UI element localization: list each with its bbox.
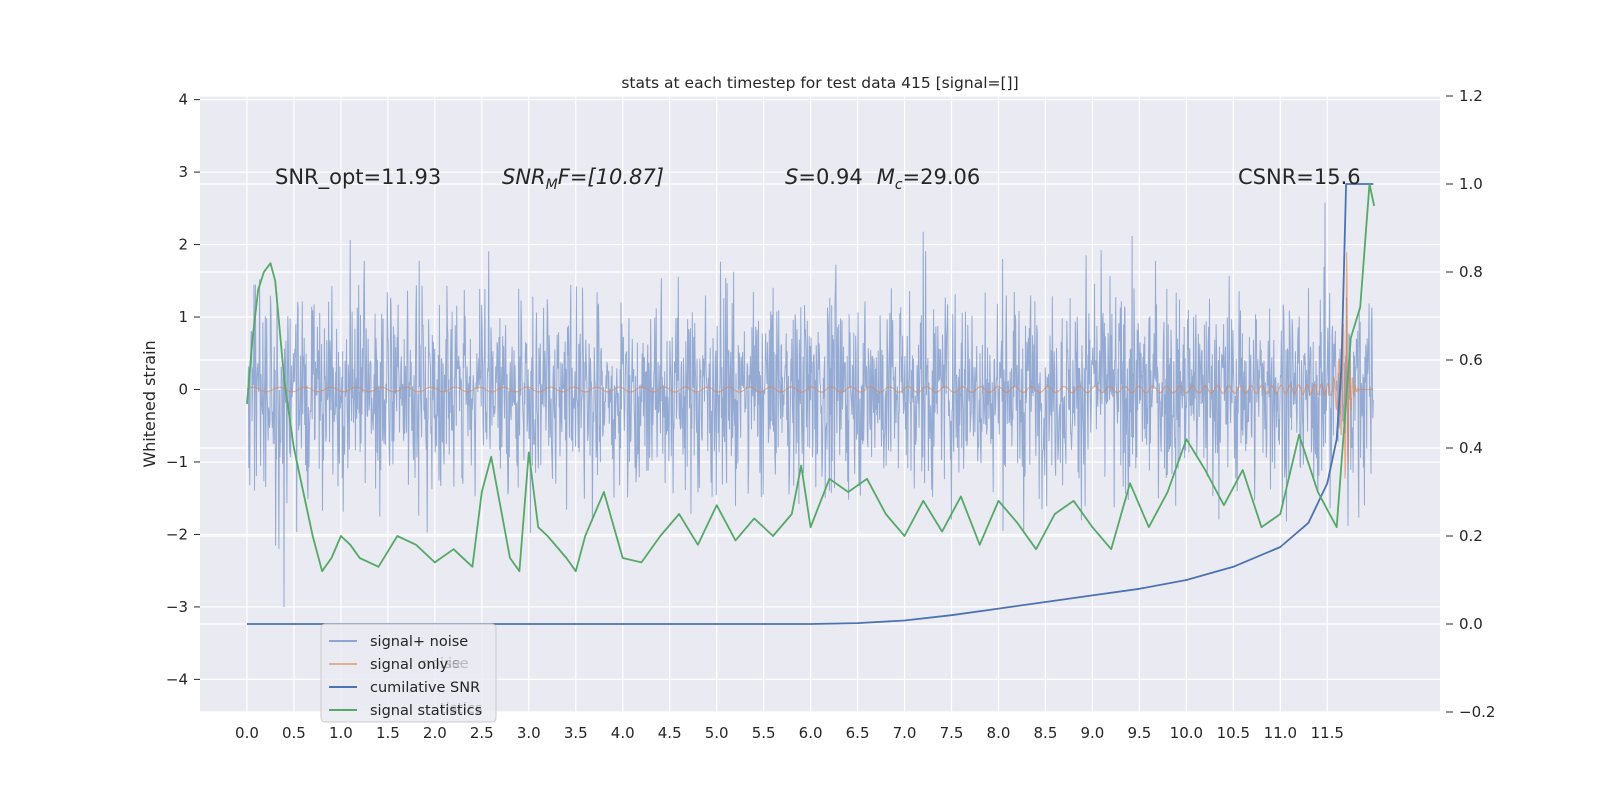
y-tick-label: −1 (166, 453, 188, 471)
legend-ghost-1: noise (422, 656, 461, 672)
x-tick-label: 5.5 (752, 724, 776, 742)
y2-tick-label: 0.8 (1459, 263, 1483, 281)
y-tick-label: 4 (178, 91, 188, 109)
y-tick-label: −3 (166, 598, 188, 616)
series-signal-only (246, 252, 1374, 479)
legend-label-noise: signal+ noise (370, 634, 468, 650)
series-signal-statistics (246, 183, 1376, 573)
s-label: S (785, 165, 798, 189)
x-tick-label: 1.5 (376, 724, 400, 742)
y-tick-label: 2 (178, 236, 188, 254)
annotation-snr-mf: SNRMF=[10.87] (502, 165, 664, 193)
legend-ghost-2: ise (448, 656, 469, 672)
series-signal-plus-noise (246, 202, 1374, 608)
x-tick-label: 8.0 (987, 724, 1011, 742)
y2-tick-label: 0.4 (1459, 439, 1483, 457)
y-tick-label: 3 (178, 163, 188, 181)
x-tick-label: 9.0 (1080, 724, 1104, 742)
s-value: =0.94 (798, 165, 862, 189)
legend-ghost-3: tistics (440, 701, 483, 717)
y2-tick-label: 0.2 (1459, 527, 1483, 545)
snr-mf-sub: M (546, 177, 558, 193)
x-tick-label: 0.0 (235, 724, 259, 742)
x-tick-label: 2.0 (423, 724, 447, 742)
x-tick-label: 6.5 (846, 724, 870, 742)
legend-label-signal: signal only (370, 657, 449, 673)
y-tick-label: −4 (166, 670, 188, 688)
x-tick-label: 11.0 (1264, 724, 1297, 742)
annotation-s-mc: S=0.94 Mc=29.06 (785, 165, 980, 193)
x-tick-label: 10.0 (1170, 724, 1203, 742)
x-tick-label: 5.0 (705, 724, 729, 742)
x-tick-label: 1.0 (329, 724, 353, 742)
series-cumulative-snr (247, 183, 1374, 625)
y2-tick-label: 1.0 (1459, 175, 1483, 193)
y-tick-label: 0 (178, 381, 188, 399)
snr-mf-base: SNR (502, 165, 546, 189)
y-tick-label: −2 (166, 525, 188, 543)
axes: 0.0 0.5 1.0 1.5 2.0 2.5 3.0 3.5 4.0 4.5 5.0 5.5 6.0 6… (166, 87, 1496, 742)
y2-tick-label: 0.6 (1459, 351, 1483, 369)
legend-box (320, 623, 497, 723)
x-tick-label: 10.5 (1217, 724, 1250, 742)
snr-mf-rest: F=[10.87] (558, 165, 664, 189)
y2-tick-label: 0.0 (1459, 615, 1483, 633)
x-tick-label: 8.5 (1034, 724, 1058, 742)
mc-sub: c (895, 177, 903, 193)
y-tick-label: 1 (178, 308, 188, 326)
chart-title: stats at each timestep for test data 415… (621, 74, 1018, 92)
annotation-snr-opt: SNR_opt=11.93 (275, 165, 441, 190)
x-tick-label: 3.0 (517, 724, 541, 742)
x-tick-label: 9.5 (1127, 724, 1151, 742)
mc-value: =29.06 (903, 165, 981, 189)
x-tick-label: 11.5 (1311, 724, 1344, 742)
x-tick-label: 3.5 (564, 724, 588, 742)
legend-label-cumulative: cumilative SNR (370, 680, 480, 696)
x-tick-label: 7.0 (893, 724, 917, 742)
data-layer (246, 183, 1376, 625)
y-axis-label: Whitened strain (140, 340, 159, 467)
legend-label-statistics: signal statistics (370, 703, 482, 719)
x-tick-label: 4.0 (611, 724, 635, 742)
x-tick-label: 7.5 (940, 724, 964, 742)
annotation-csnr: CSNR=15.6 (1238, 165, 1361, 189)
legend: noise ise tistics signal+ noise signal o… (320, 623, 497, 723)
x-tick-label: 2.5 (470, 724, 494, 742)
x-tick-label: 0.5 (282, 724, 306, 742)
x-tick-label: 4.5 (658, 724, 682, 742)
y2-tick-label: 1.2 (1459, 87, 1483, 105)
x-tick-label: 6.0 (799, 724, 823, 742)
y2-tick-label: −0.2 (1459, 703, 1495, 721)
mc-base: M (877, 165, 895, 189)
